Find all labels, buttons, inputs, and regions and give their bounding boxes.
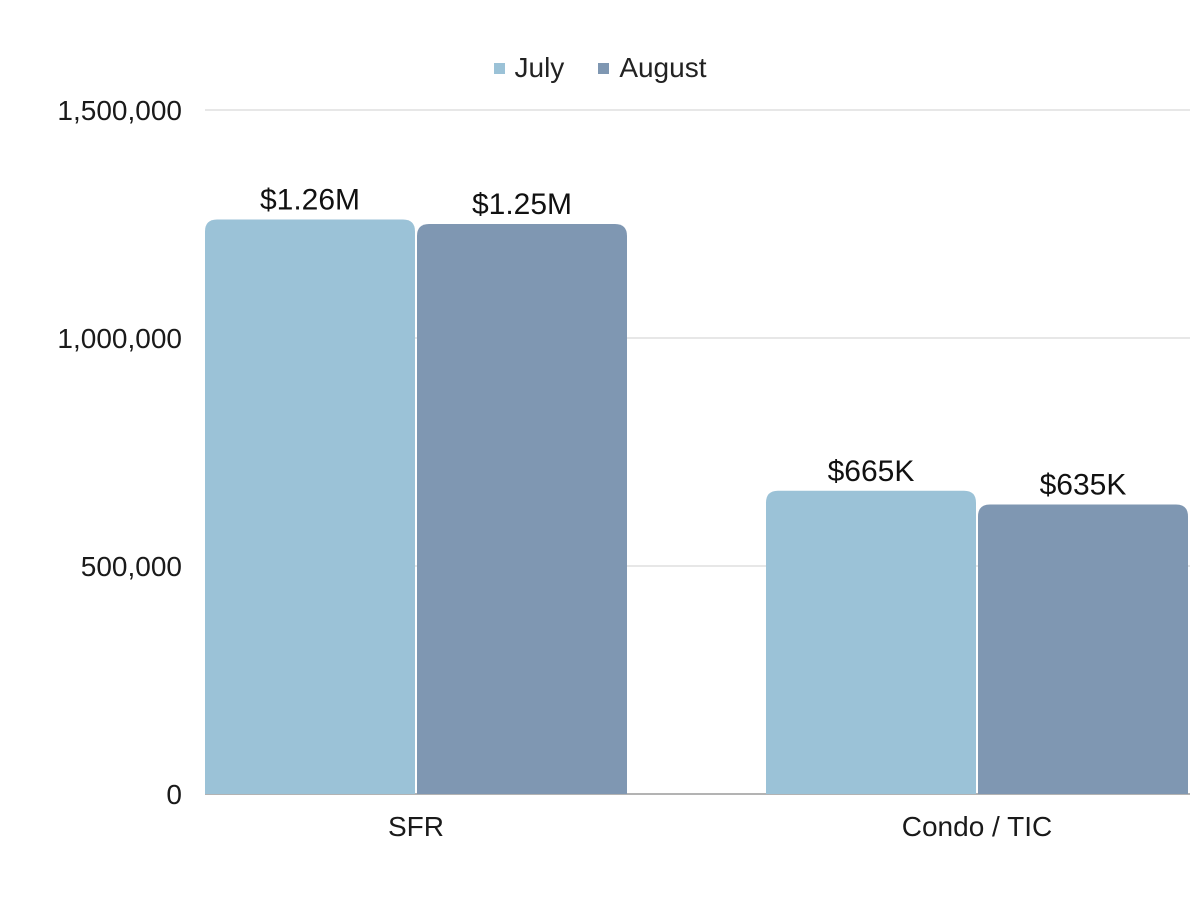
legend-item-july: July	[493, 52, 565, 84]
y-tick-label: 0	[166, 779, 182, 810]
y-tick-label: 500,000	[81, 551, 182, 582]
legend-swatch-august	[598, 62, 610, 74]
legend-swatch-july	[493, 62, 505, 74]
data-label: $635K	[1040, 468, 1127, 501]
legend-label-august: August	[619, 52, 707, 83]
bar-july-1	[766, 490, 976, 794]
x-category-label: Condo / TIC	[902, 811, 1052, 842]
legend-item-august: August	[598, 52, 706, 84]
data-label: $1.25M	[472, 188, 572, 221]
labels-layer: 0 500,000 1,000,000 1,500,000 $1.26M $1.25M SF…	[57, 95, 1126, 842]
y-tick-label: 1,000,000	[57, 323, 182, 354]
x-category-label: SFR	[388, 811, 444, 842]
bar-august-0	[417, 224, 627, 794]
data-label: $665K	[828, 455, 915, 488]
legend: July August	[0, 52, 1200, 84]
y-tick-label: 1,500,000	[57, 95, 182, 126]
legend-label-july: July	[514, 52, 565, 83]
bars-layer	[205, 219, 1188, 794]
bar-august-1	[978, 504, 1188, 794]
bar-july-0	[205, 219, 415, 794]
data-label: $1.26M	[260, 183, 360, 216]
